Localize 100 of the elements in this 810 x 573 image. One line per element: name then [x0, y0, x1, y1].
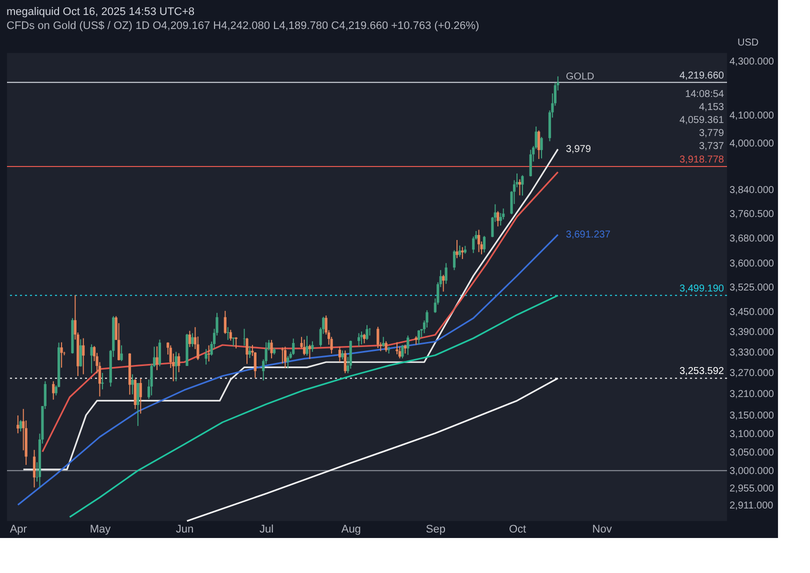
- candlestick: [499, 212, 502, 226]
- candlestick: [302, 339, 306, 356]
- candlestick: [292, 338, 295, 356]
- x-tick-label: Sep: [426, 524, 446, 536]
- candlestick: [156, 346, 158, 371]
- candlestick: [60, 342, 63, 368]
- candlestick: [234, 336, 238, 349]
- x-tick-label: Nov: [592, 524, 612, 536]
- candlestick: [458, 245, 462, 258]
- candlestick: [366, 324, 368, 340]
- y-tick-label: 3,600.000: [730, 258, 774, 270]
- candlestick: [338, 346, 342, 362]
- candlestick: [101, 372, 104, 390]
- ref-line-label: 3,253.592: [680, 366, 724, 378]
- candlestick: [178, 352, 180, 373]
- y-tick-label: 4,000.000: [730, 138, 774, 150]
- candlestick: [158, 339, 162, 367]
- candlestick: [19, 420, 22, 432]
- candlestick: [496, 210, 500, 227]
- y-tick-label: 3,840.000: [730, 185, 774, 196]
- candlestick: [286, 355, 290, 369]
- candlestick: [248, 346, 252, 358]
- y-tick-label: 2,911.000: [730, 500, 774, 512]
- y-tick-label: 3,050.000: [730, 447, 774, 458]
- ref-line-label: 3,918.778: [680, 154, 724, 166]
- y-tick-label: 3,150.000: [730, 410, 774, 422]
- candlestick: [191, 332, 194, 348]
- candlestick: [482, 235, 486, 253]
- candlestick: [120, 344, 123, 362]
- annotation: 3,737: [698, 141, 724, 152]
- candlestick: [362, 333, 366, 344]
- candlestick: [418, 330, 420, 345]
- candlestick: [384, 340, 388, 352]
- candlestick: [401, 344, 404, 359]
- candlestick: [224, 310, 226, 334]
- candlestick: [398, 346, 402, 359]
- candlestick: [478, 229, 480, 253]
- line-series: [17, 234, 559, 506]
- annotation: 4,153: [698, 102, 724, 113]
- y-tick-label: 3,210.000: [730, 389, 774, 400]
- y-tick-label: 3,270.000: [730, 368, 774, 380]
- candlestick: [376, 326, 380, 349]
- candlestick: [444, 262, 448, 284]
- x-tick-label: Apr: [10, 524, 28, 536]
- candlestick: [284, 346, 286, 369]
- candlestick: [360, 331, 363, 345]
- candlestick: [452, 250, 456, 271]
- chart-title: megaliquid Oct 16, 2025 14:53 UTC+8: [6, 6, 195, 18]
- x-tick-label: Jul: [260, 524, 274, 536]
- candlestick: [529, 149, 532, 177]
- ref-line-label: 4,219.660: [680, 70, 724, 82]
- y-tick-label: 2,955.000: [730, 483, 774, 494]
- candlestick: [461, 246, 464, 260]
- y-tick-label: 3,525.000: [730, 282, 774, 294]
- candlestick: [442, 274, 445, 292]
- candlestick: [306, 335, 308, 356]
- candlestick: [16, 414, 20, 434]
- candlestick: [540, 136, 543, 159]
- candlestick: [229, 329, 232, 342]
- candlestick: [311, 340, 314, 352]
- line-series: [68, 294, 559, 518]
- candlestick: [456, 239, 458, 259]
- x-tick-label: May: [90, 524, 112, 536]
- candlestick: [90, 344, 93, 374]
- candlestick: [358, 332, 360, 347]
- annotation: 3,779: [698, 128, 724, 139]
- y-tick-label: 3,330.000: [730, 347, 774, 358]
- candlestick: [52, 380, 55, 400]
- y-tick-label: 3,390.000: [730, 327, 774, 338]
- candlestick: [538, 130, 540, 160]
- candlestick: [396, 342, 398, 355]
- candlestick: [82, 338, 85, 375]
- y-tick-label: 3,760.500: [730, 208, 774, 220]
- candlestick: [308, 344, 312, 360]
- y-tick-label: 3,680.000: [730, 234, 774, 245]
- chart-subtitle: CFDs on Gold (US$ / OZ) 1D O4,209.167 H4,242.080 L4,189.780 C4,219.660 +10.763 (+0.26%): [6, 20, 480, 32]
- y-tick-label: 3,450.000: [730, 307, 774, 318]
- candlestick: [242, 328, 246, 346]
- y-tick-label: 4,100.000: [730, 110, 774, 122]
- candlestick: [188, 330, 192, 348]
- x-tick-label: Jun: [176, 524, 194, 536]
- candlestick: [226, 326, 230, 340]
- candlestick: [131, 374, 134, 395]
- candlestick: [139, 378, 142, 414]
- y-axis-title: USD: [738, 38, 759, 48]
- line-series: [22, 148, 559, 470]
- candlestick: [521, 174, 524, 196]
- candlestick: [204, 348, 208, 366]
- annotation: GOLD: [566, 71, 594, 82]
- candlestick: [208, 344, 210, 362]
- candlestick: [174, 351, 178, 382]
- candlestick: [270, 339, 273, 359]
- candlestick: [246, 337, 248, 364]
- x-tick-label: Aug: [341, 524, 361, 536]
- candlestick: [344, 350, 346, 374]
- candlestick: [406, 335, 410, 356]
- y-tick-label: 3,000.000: [730, 466, 774, 478]
- y-tick-label: 4,300.000: [730, 56, 774, 68]
- candlestick: [136, 382, 140, 426]
- annotation: 14:08:54: [685, 89, 724, 100]
